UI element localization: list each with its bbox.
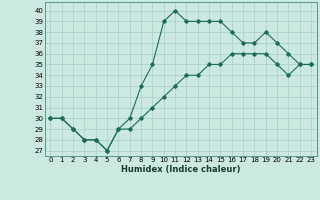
X-axis label: Humidex (Indice chaleur): Humidex (Indice chaleur) (121, 165, 241, 174)
